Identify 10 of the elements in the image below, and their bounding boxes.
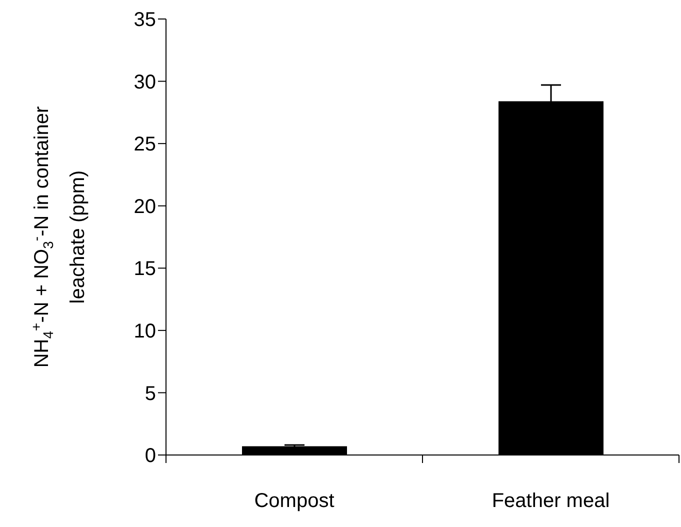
- y-tick-label: 35: [134, 9, 156, 32]
- y-tick-label: 10: [134, 320, 156, 343]
- x-tick-label: Compost: [254, 490, 335, 512]
- y-tick-label: 0: [144, 445, 156, 468]
- y-tick-label: 15: [134, 258, 156, 280]
- y-tick-label: 25: [134, 134, 156, 156]
- y-tick-label: 20: [134, 196, 156, 218]
- x-tick-label: Feather meal: [492, 490, 610, 512]
- y-tick-label: 5: [144, 382, 156, 405]
- y-tick-label: 30: [134, 71, 156, 94]
